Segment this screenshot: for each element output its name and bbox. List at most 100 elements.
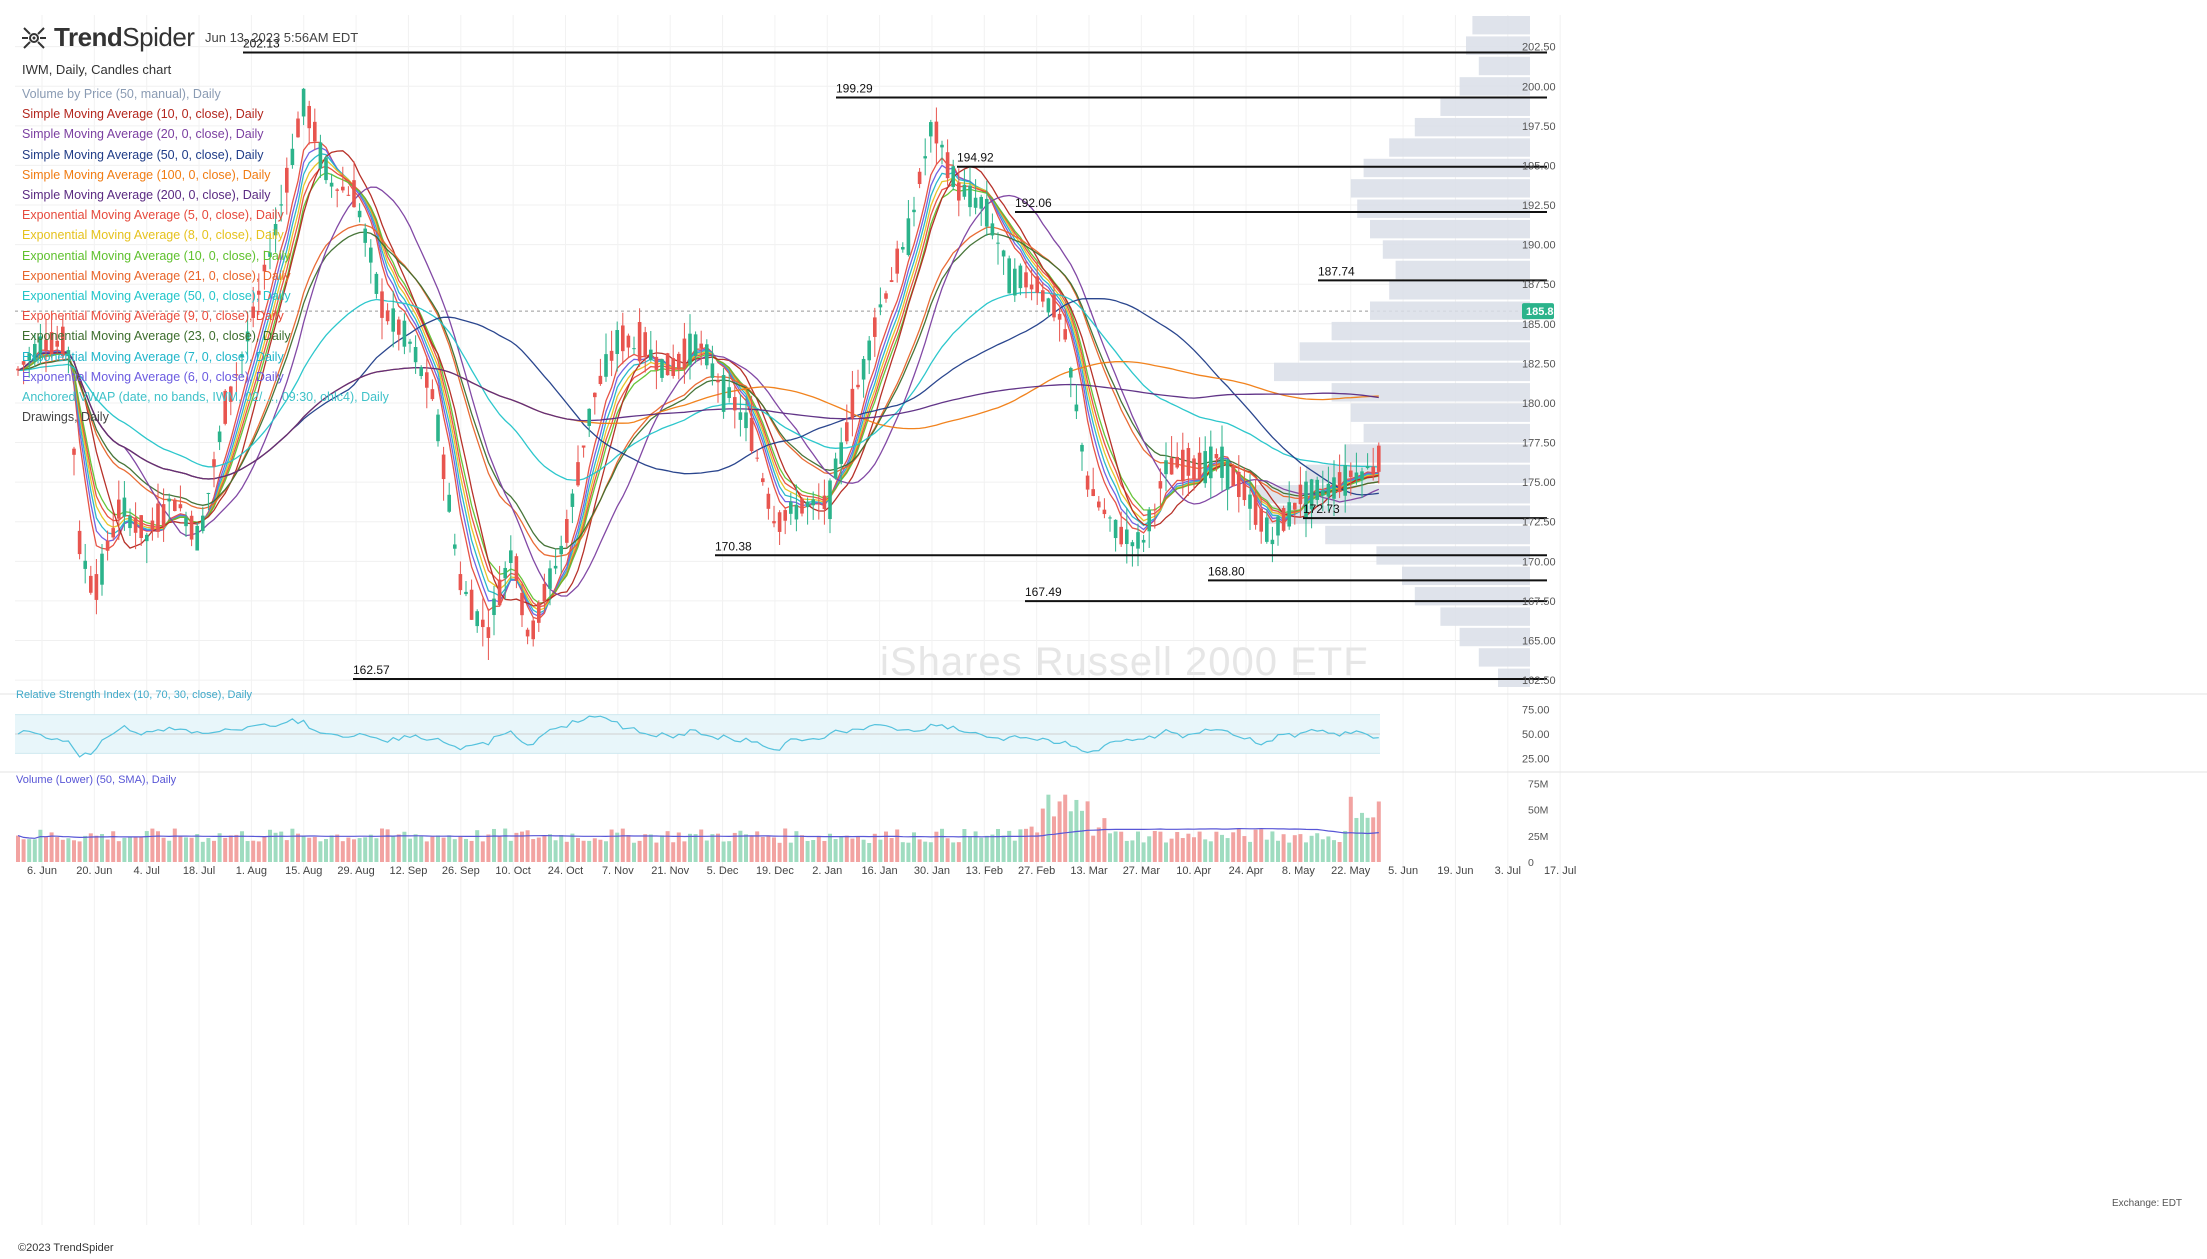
volume-bar — [1208, 841, 1213, 862]
legend-item[interactable]: Anchored VWAP (date, no bands, IWM, 02/…… — [22, 390, 389, 405]
volume-profile-bar — [1389, 138, 1530, 157]
legend-item[interactable]: Exponential Moving Average (8, 0, close)… — [22, 228, 284, 243]
volume-bar — [710, 834, 715, 862]
price-tick-label: 162.50 — [1522, 675, 1556, 687]
volume-bar — [296, 833, 300, 862]
volume-bar — [1197, 831, 1202, 862]
horizontal-levels[interactable]: 202.13 199.29 194.92 192.06 187.74 172.73 170.… — [243, 37, 1547, 680]
legend-item[interactable]: Exponential Moving Average (50, 0, close… — [22, 289, 291, 304]
candle-body — [1057, 313, 1062, 320]
candle-body — [587, 408, 591, 426]
candle-body — [705, 344, 709, 366]
volume-bar — [626, 835, 631, 862]
volume-bar — [240, 831, 244, 862]
volume-bar — [844, 835, 849, 862]
legend-item[interactable]: Exponential Moving Average (10, 0, close… — [22, 248, 291, 263]
candle-body — [1343, 465, 1347, 496]
candle-body — [800, 498, 804, 514]
candle-body — [626, 335, 631, 348]
volume-bar — [413, 834, 418, 862]
volume-bar — [788, 842, 793, 862]
volume-bar — [1136, 831, 1140, 862]
volume-bar — [1147, 836, 1152, 862]
volume-bar — [184, 837, 188, 862]
volume-bar — [391, 835, 396, 862]
volume-bar — [676, 832, 681, 862]
volume-bar — [570, 833, 575, 862]
volume-label[interactable]: Volume (Lower) (50, SMA), Daily — [16, 774, 177, 786]
candle-body — [363, 228, 367, 243]
volume-bar — [1360, 812, 1364, 862]
volume-tick-label: 50M — [1528, 805, 1548, 817]
candle-body — [133, 517, 138, 533]
indicator-legend[interactable]: Volume by Price (50, manual), Daily Simpl… — [22, 84, 389, 427]
candle-body — [475, 611, 479, 627]
candle-body — [1253, 495, 1258, 525]
legend-item[interactable]: Exponential Moving Average (9, 0, close)… — [22, 309, 284, 324]
volume-bar — [307, 837, 312, 862]
legend-item[interactable]: Volume by Price (50, manual), Daily — [22, 87, 221, 101]
volume-bar — [318, 841, 323, 862]
candle-body — [447, 494, 451, 512]
candle-body — [21, 361, 26, 365]
volume-bar — [167, 840, 172, 862]
legend-item[interactable]: Simple Moving Average (200, 0, close), D… — [22, 188, 271, 203]
legend-item[interactable]: Exponential Moving Average (7, 0, close)… — [22, 349, 284, 364]
candle-body — [1242, 483, 1247, 501]
volume-bar — [178, 835, 183, 862]
volume-profile-bar — [1254, 485, 1530, 504]
volume-bar — [212, 840, 216, 862]
price-level-label: 170.38 — [715, 539, 752, 553]
candle-body — [805, 501, 810, 508]
volume-bar — [486, 834, 491, 862]
volume-panel: Volume (Lower) (50, SMA), Daily 75M 50M 25M… — [16, 774, 1548, 869]
candle-body — [380, 291, 384, 318]
volume-bar — [346, 837, 351, 862]
legend-item[interactable]: Exponential Moving Average (21, 0, close… — [22, 268, 291, 283]
candle-body — [906, 218, 911, 255]
legend-item[interactable]: Drawings, Daily — [22, 410, 109, 425]
candle-body — [604, 354, 608, 377]
volume-bar — [66, 838, 71, 862]
legend-item[interactable]: Simple Moving Average (10, 0, close), Da… — [22, 107, 264, 122]
candle-body — [33, 343, 37, 362]
volume-bar — [660, 835, 664, 862]
price-level-label: 194.92 — [957, 151, 994, 165]
volume-bar — [1337, 841, 1342, 862]
volume-bar — [60, 839, 65, 862]
brand-logo[interactable]: TrendSpider — [20, 22, 195, 53]
candle-body — [16, 368, 20, 371]
legend-item[interactable]: Exponential Moving Average (5, 0, close)… — [22, 208, 284, 223]
volume-bar — [699, 829, 704, 862]
rsi-label[interactable]: Relative Strength Index (10, 70, 30, clo… — [16, 689, 253, 701]
volume-bar — [1035, 832, 1040, 862]
volume-bar — [581, 840, 586, 862]
date-tick-label: 10. Oct — [495, 865, 530, 877]
volume-bar — [973, 831, 978, 862]
legend-item[interactable]: Simple Moving Average (50, 0, close), Da… — [22, 147, 264, 162]
price-level-label: 167.49 — [1025, 585, 1062, 599]
date-tick-label: 15. Aug — [285, 865, 322, 877]
chart-watermark: iShares Russell 2000 ETF — [880, 640, 1369, 684]
legend-item[interactable]: Simple Moving Average (20, 0, close), Da… — [22, 127, 264, 142]
legend-item[interactable]: Simple Moving Average (100, 0, close), D… — [22, 167, 271, 182]
volume-bar — [1192, 837, 1196, 862]
legend-item[interactable]: Exponential Moving Average (6, 0, close)… — [22, 369, 284, 384]
volume-bar — [223, 837, 228, 862]
ticker-description[interactable]: IWM, Daily, Candles chart — [22, 62, 172, 77]
volume-bar — [452, 839, 457, 862]
volume-profile-bar — [1414, 117, 1530, 137]
volume-bar — [760, 836, 765, 862]
legend-item[interactable]: Exponential Moving Average (23, 0, close… — [22, 329, 291, 344]
volume-bar — [604, 841, 608, 862]
volume-bar — [1024, 828, 1028, 862]
candle-body — [329, 182, 334, 187]
price-tick-label: 202.50 — [1522, 42, 1556, 54]
volume-bar — [800, 835, 804, 862]
volume-bar — [251, 840, 256, 862]
volume-bar — [49, 832, 54, 862]
volume-bar — [1281, 834, 1286, 862]
volume-bar — [100, 834, 104, 862]
volume-bar — [1354, 817, 1359, 862]
